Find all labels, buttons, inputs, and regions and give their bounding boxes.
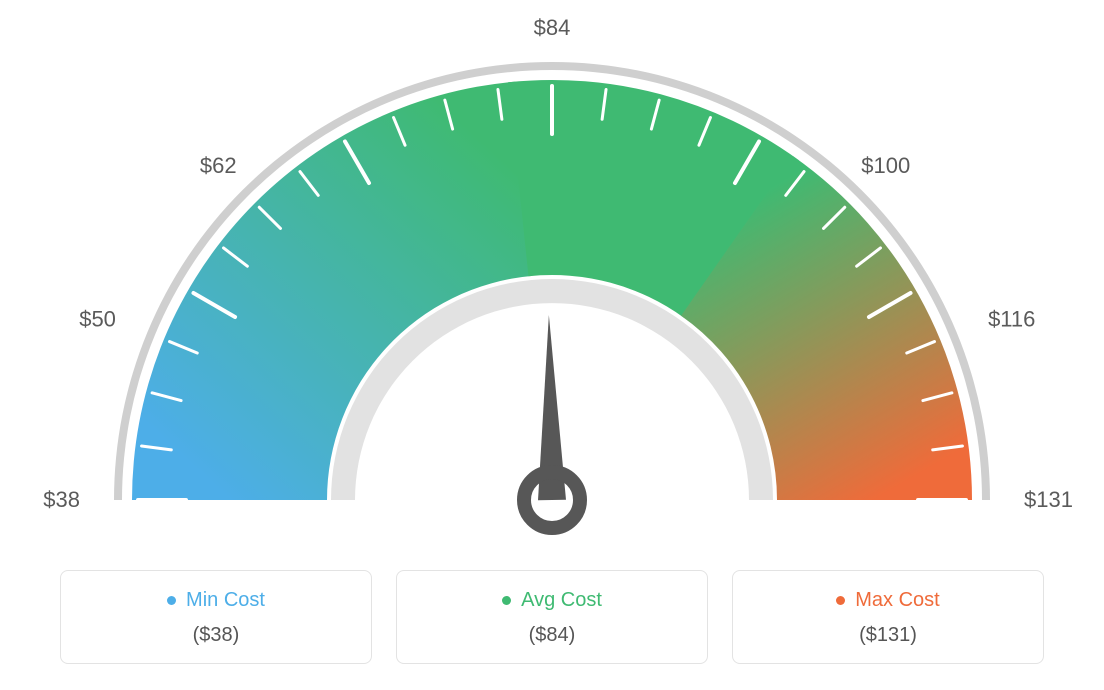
gauge-arc-low bbox=[132, 82, 532, 500]
tick-label: $116 bbox=[988, 306, 1035, 331]
legend-row: Min Cost ($38) Avg Cost ($84) Max Cost (… bbox=[0, 570, 1104, 664]
tick-label: $38 bbox=[43, 487, 80, 512]
legend-text: Max Cost bbox=[855, 589, 939, 612]
dot-icon bbox=[836, 596, 845, 605]
dot-icon bbox=[502, 596, 511, 605]
cost-gauge-chart: $38 $50 $62 $84 $100 $116 $131 bbox=[0, 0, 1104, 560]
legend-label-avg: Avg Cost bbox=[502, 589, 602, 612]
legend-label-max: Max Cost bbox=[836, 589, 939, 612]
legend-text: Min Cost bbox=[186, 589, 265, 612]
legend-label-min: Min Cost bbox=[167, 589, 265, 612]
tick-label: $50 bbox=[79, 306, 116, 331]
legend-value-avg: ($84) bbox=[397, 624, 707, 647]
tick-label: $62 bbox=[200, 153, 237, 178]
tick-label: $131 bbox=[1024, 487, 1073, 512]
legend-card-max: Max Cost ($131) bbox=[732, 570, 1044, 664]
tick-label: $100 bbox=[861, 153, 910, 178]
legend-text: Avg Cost bbox=[521, 589, 602, 612]
gauge-svg: $38 $50 $62 $84 $100 $116 $131 bbox=[0, 0, 1104, 560]
tick-label: $84 bbox=[534, 15, 571, 40]
legend-card-min: Min Cost ($38) bbox=[60, 570, 372, 664]
legend-value-min: ($38) bbox=[61, 624, 371, 647]
dot-icon bbox=[167, 596, 176, 605]
legend-card-avg: Avg Cost ($84) bbox=[396, 570, 708, 664]
legend-value-max: ($131) bbox=[733, 624, 1043, 647]
